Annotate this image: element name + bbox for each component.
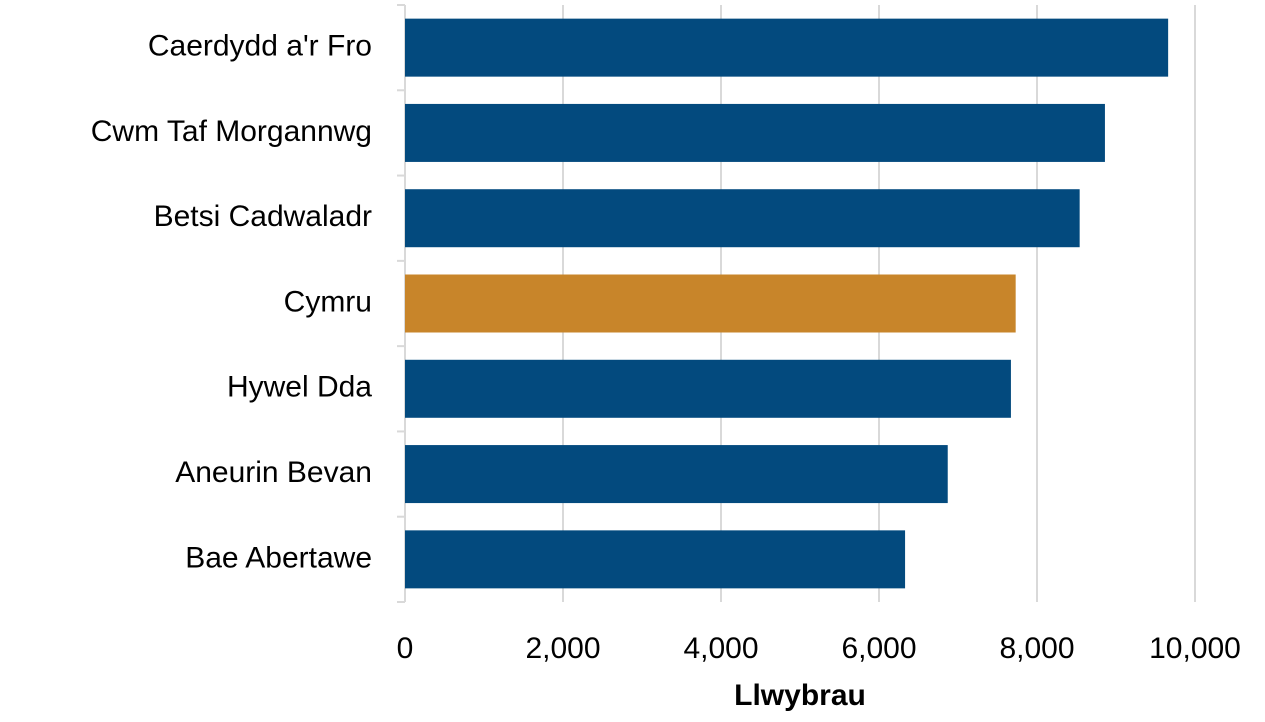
y-tick-label: Caerdydd a'r Fro	[148, 30, 372, 63]
bar	[405, 189, 1080, 248]
x-tick-label: 2,000	[525, 632, 600, 665]
x-tick-label: 8,000	[999, 632, 1074, 665]
x-tick-label: 4,000	[683, 632, 758, 665]
bar	[405, 445, 948, 504]
x-axis-title: Llwybrau	[734, 679, 866, 712]
y-tick-label: Cwm Taf Morgannwg	[91, 115, 372, 148]
x-tick-label: 6,000	[841, 632, 916, 665]
bar	[405, 103, 1105, 162]
bar	[405, 530, 906, 589]
y-tick-label: Hywel Dda	[227, 371, 372, 404]
y-tick-label: Cymru	[284, 285, 372, 318]
bar	[405, 274, 1016, 333]
y-tick-label: Bae Abertawe	[185, 541, 372, 574]
y-tick-label: Betsi Cadwaladr	[154, 200, 372, 233]
y-tick-label: Aneurin Bevan	[175, 456, 372, 489]
x-tick-label: 10,000	[1149, 632, 1241, 665]
bar	[405, 359, 1011, 418]
bar	[405, 18, 1169, 77]
x-tick-label: 0	[397, 632, 414, 665]
